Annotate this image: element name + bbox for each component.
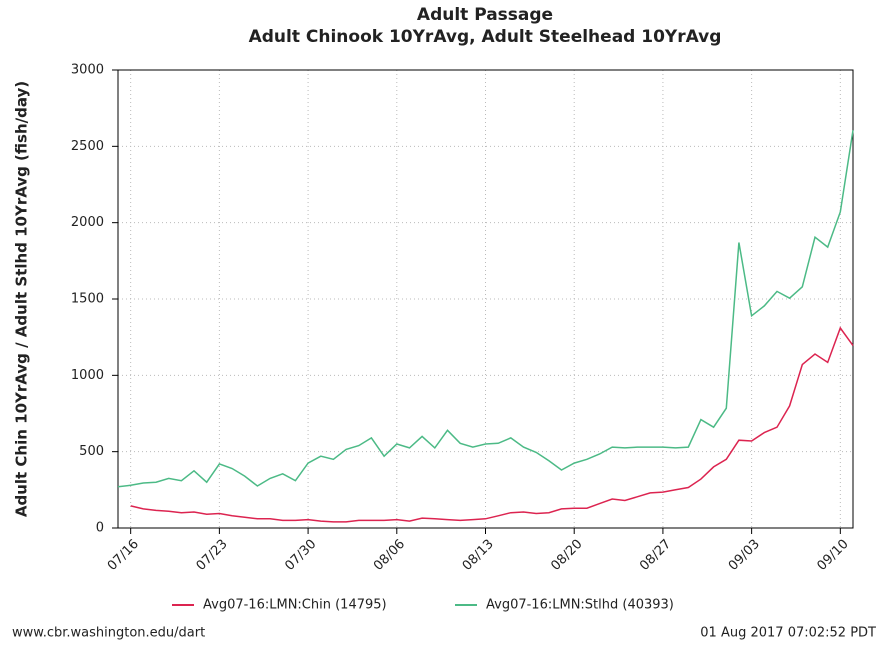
x-tick-label: 07/16 [105,537,142,574]
series-line [117,130,854,488]
plot-frame [117,69,854,529]
legend-label: Avg07-16:LMN:Chin (14795) [203,598,387,613]
y-tick-label: 1500 [71,292,104,307]
y-tick-label: 500 [79,444,104,459]
y-tick-label: 2000 [71,215,104,230]
footer-right: 01 Aug 2017 07:02:52 PDT [700,626,876,641]
chart-title: Adult Passage [417,5,553,25]
x-tick-label: 08/13 [460,537,497,574]
x-tick-label: 09/03 [726,537,763,574]
y-axis-label: Adult Chin 10YrAvg / Adult Stlhd 10YrAvg… [13,81,31,517]
legend-label: Avg07-16:LMN:Stlhd (40393) [486,598,674,613]
x-tick-label: 08/20 [548,537,585,574]
series-line [130,326,854,523]
y-tick-label: 3000 [71,63,104,78]
x-tick-label: 07/30 [282,537,319,574]
y-tick-label: 2500 [71,139,104,154]
x-tick-label: 08/06 [371,537,408,574]
x-tick-label: 07/23 [194,537,231,574]
x-tick-label: 08/27 [637,537,674,574]
y-tick-label: 1000 [71,368,104,383]
chart-subtitle: Adult Chinook 10YrAvg, Adult Steelhead 1… [249,27,722,47]
x-tick-label: 09/10 [815,537,852,574]
y-tick-label: 0 [96,521,104,536]
footer-left: www.cbr.washington.edu/dart [12,626,205,641]
